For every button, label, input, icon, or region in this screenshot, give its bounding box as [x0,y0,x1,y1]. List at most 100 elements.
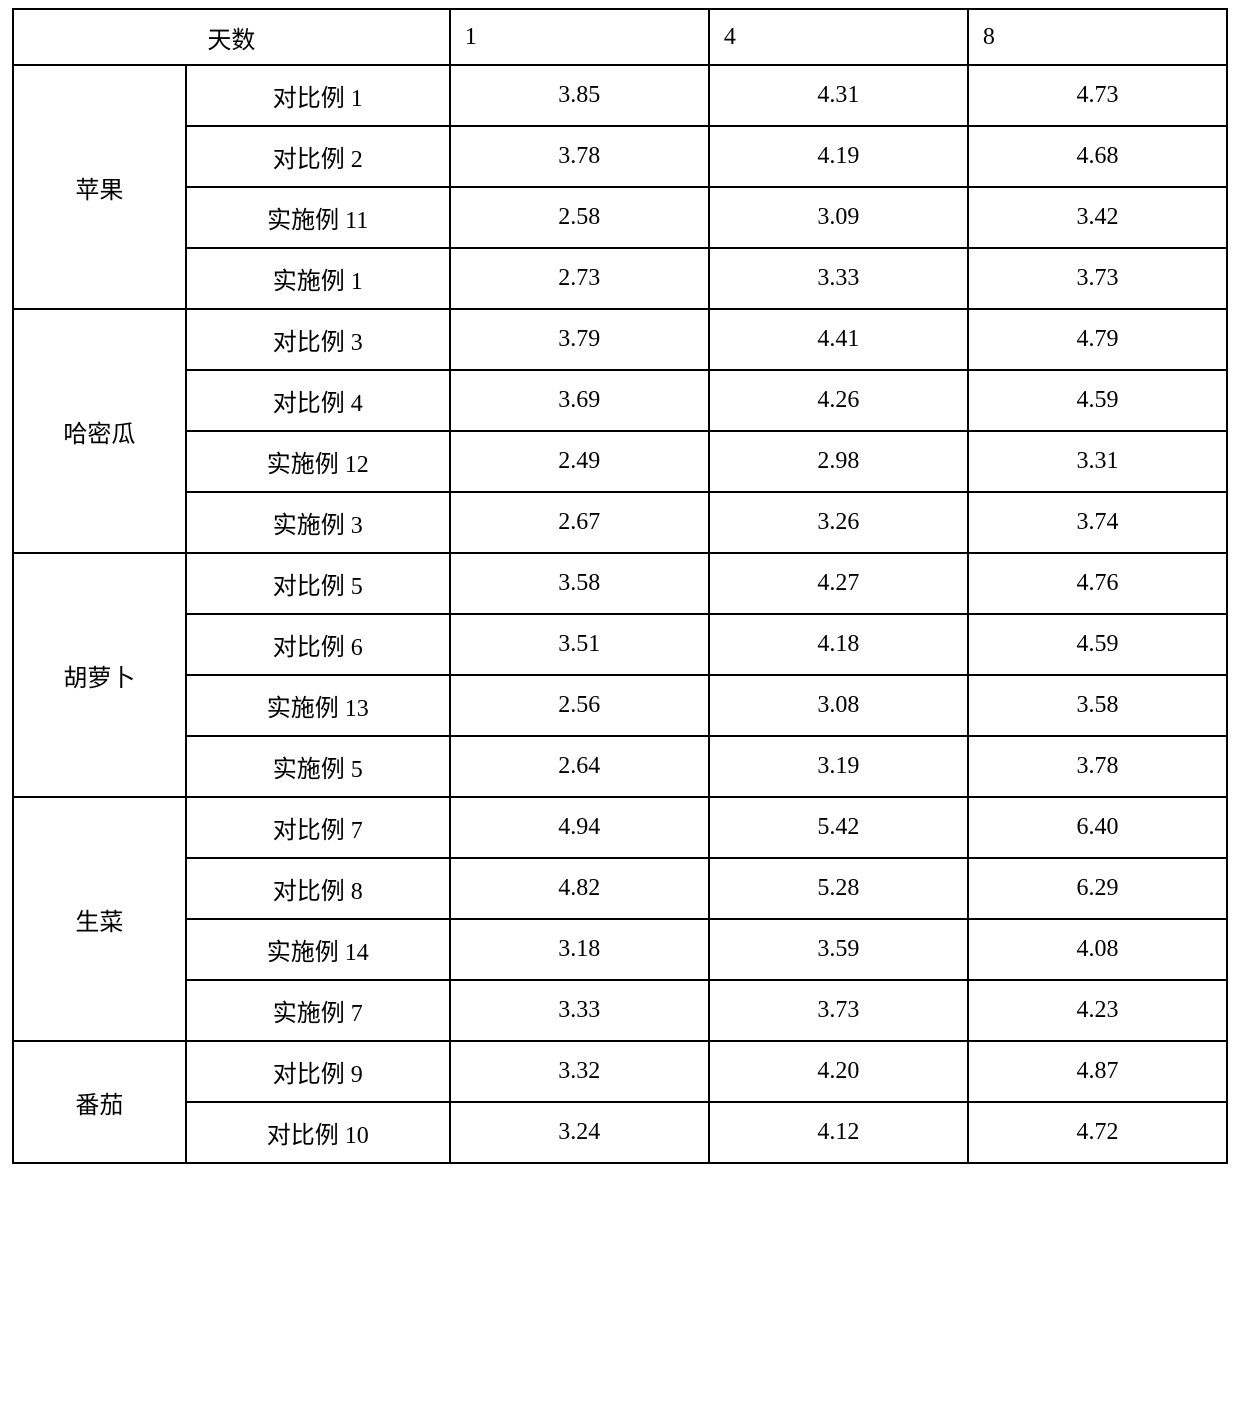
row-label: 实施例 5 [186,736,450,797]
value-cell: 4.59 [968,370,1227,431]
value-cell: 4.76 [968,553,1227,614]
value-cell: 3.26 [709,492,968,553]
value-cell: 3.59 [709,919,968,980]
row-label: 实施例 12 [186,431,450,492]
value-cell: 3.73 [709,980,968,1041]
value-cell: 6.29 [968,858,1227,919]
table-row: 番茄对比例 93.324.204.87 [13,1041,1227,1102]
value-cell: 5.42 [709,797,968,858]
value-cell: 3.33 [709,248,968,309]
row-label: 对比例 1 [186,65,450,126]
value-cell: 4.12 [709,1102,968,1163]
value-cell: 3.42 [968,187,1227,248]
value-cell: 3.24 [450,1102,709,1163]
value-cell: 4.08 [968,919,1227,980]
value-cell: 3.58 [450,553,709,614]
value-cell: 4.31 [709,65,968,126]
table-row: 哈密瓜对比例 33.794.414.79 [13,309,1227,370]
value-cell: 3.78 [450,126,709,187]
row-label: 对比例 3 [186,309,450,370]
row-label: 实施例 7 [186,980,450,1041]
row-label: 实施例 13 [186,675,450,736]
value-cell: 2.98 [709,431,968,492]
value-cell: 5.28 [709,858,968,919]
row-label: 对比例 10 [186,1102,450,1163]
value-cell: 3.19 [709,736,968,797]
value-cell: 3.74 [968,492,1227,553]
value-cell: 4.68 [968,126,1227,187]
table-row: 苹果对比例 13.854.314.73 [13,65,1227,126]
table-row: 对比例 84.825.286.29 [13,858,1227,919]
group-header: 哈密瓜 [13,309,186,553]
table-row: 实施例 143.183.594.08 [13,919,1227,980]
value-cell: 2.73 [450,248,709,309]
data-table: 天数148苹果对比例 13.854.314.73对比例 23.784.194.6… [12,8,1228,1164]
group-header: 苹果 [13,65,186,309]
value-cell: 4.82 [450,858,709,919]
value-cell: 3.08 [709,675,968,736]
value-cell: 2.67 [450,492,709,553]
header-day-1: 4 [709,9,968,65]
value-cell: 4.87 [968,1041,1227,1102]
value-cell: 3.51 [450,614,709,675]
row-label: 对比例 9 [186,1041,450,1102]
row-label: 实施例 1 [186,248,450,309]
value-cell: 4.94 [450,797,709,858]
table-row: 实施例 73.333.734.23 [13,980,1227,1041]
value-cell: 3.73 [968,248,1227,309]
group-header: 生菜 [13,797,186,1041]
row-label: 实施例 3 [186,492,450,553]
row-label: 实施例 14 [186,919,450,980]
table-row: 对比例 103.244.124.72 [13,1102,1227,1163]
value-cell: 3.79 [450,309,709,370]
row-label: 对比例 8 [186,858,450,919]
row-label: 对比例 4 [186,370,450,431]
value-cell: 3.78 [968,736,1227,797]
table-row: 实施例 112.583.093.42 [13,187,1227,248]
header-day-2: 8 [968,9,1227,65]
value-cell: 3.32 [450,1041,709,1102]
value-cell: 2.64 [450,736,709,797]
value-cell: 3.09 [709,187,968,248]
table-row: 生菜对比例 74.945.426.40 [13,797,1227,858]
row-label: 对比例 5 [186,553,450,614]
table-row: 对比例 43.694.264.59 [13,370,1227,431]
table-row: 实施例 32.673.263.74 [13,492,1227,553]
value-cell: 3.18 [450,919,709,980]
group-header: 番茄 [13,1041,186,1163]
value-cell: 4.19 [709,126,968,187]
value-cell: 4.18 [709,614,968,675]
row-label: 对比例 7 [186,797,450,858]
value-cell: 2.58 [450,187,709,248]
header-days-label: 天数 [13,9,450,65]
row-label: 对比例 6 [186,614,450,675]
value-cell: 3.58 [968,675,1227,736]
row-label: 对比例 2 [186,126,450,187]
row-label: 实施例 11 [186,187,450,248]
value-cell: 4.27 [709,553,968,614]
value-cell: 6.40 [968,797,1227,858]
table-row: 实施例 122.492.983.31 [13,431,1227,492]
table-row: 胡萝卜对比例 53.584.274.76 [13,553,1227,614]
value-cell: 4.26 [709,370,968,431]
value-cell: 4.79 [968,309,1227,370]
value-cell: 4.41 [709,309,968,370]
value-cell: 2.49 [450,431,709,492]
value-cell: 3.85 [450,65,709,126]
value-cell: 4.23 [968,980,1227,1041]
value-cell: 3.69 [450,370,709,431]
value-cell: 4.20 [709,1041,968,1102]
value-cell: 3.31 [968,431,1227,492]
table-row: 实施例 12.733.333.73 [13,248,1227,309]
value-cell: 2.56 [450,675,709,736]
value-cell: 4.73 [968,65,1227,126]
table-row: 对比例 23.784.194.68 [13,126,1227,187]
table-row: 实施例 52.643.193.78 [13,736,1227,797]
group-header: 胡萝卜 [13,553,186,797]
value-cell: 3.33 [450,980,709,1041]
value-cell: 4.72 [968,1102,1227,1163]
value-cell: 4.59 [968,614,1227,675]
header-day-0: 1 [450,9,709,65]
table-row: 对比例 63.514.184.59 [13,614,1227,675]
table-row: 实施例 132.563.083.58 [13,675,1227,736]
